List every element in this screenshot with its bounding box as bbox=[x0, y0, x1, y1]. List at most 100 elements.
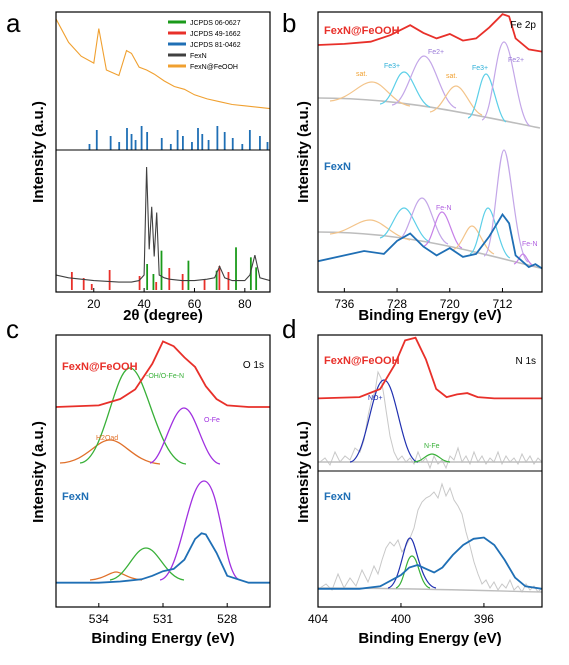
fit-ofe-bottom bbox=[159, 480, 241, 581]
region-label-b: Fe 2p bbox=[510, 20, 536, 31]
annotation-b-2: Fe2+ bbox=[428, 49, 444, 56]
fit-sat-bottom-2 bbox=[451, 225, 495, 255]
annotation-b-4: Fe3+ bbox=[472, 65, 488, 72]
x-tick-label-c-2: 528 bbox=[217, 612, 237, 626]
fit-sat-bottom-1 bbox=[329, 219, 411, 241]
x-axis-title-d: Binding Energy (eV) bbox=[358, 630, 501, 647]
plot-frame-a bbox=[55, 11, 271, 293]
xrd-curve-fexn-feooh bbox=[56, 18, 270, 110]
panel-letter-c: c bbox=[6, 314, 19, 344]
panel-a: a 20 40 60 80 2θ (degree) Intensity (a.u.) … bbox=[6, 8, 271, 324]
fit-h2o-top bbox=[59, 439, 161, 465]
legend-a: JCPDS 06-0627 JCPDS 49-1662 JCPDS 81-0462 F… bbox=[168, 20, 241, 71]
envelope-fexn-feooh-b bbox=[318, 13, 542, 53]
fit-fe2-top-2 bbox=[481, 41, 531, 127]
fit-fe3-bottom-2 bbox=[469, 207, 511, 259]
x-axis-title-c: Binding Energy (eV) bbox=[91, 630, 234, 647]
fit-no-bottom bbox=[387, 537, 437, 589]
raw-spectrum-bottom bbox=[319, 482, 542, 593]
fit-fe2-bottom-1 bbox=[397, 197, 449, 245]
fit-ofe-top bbox=[149, 407, 221, 465]
x-tick-label-a-3: 80 bbox=[238, 297, 252, 311]
fit-fen-bottom-1 bbox=[423, 211, 463, 249]
sample-label-c-bottom: FexN bbox=[62, 491, 89, 503]
fit-sat-top-2 bbox=[429, 85, 483, 116]
x-ticks-a: 20 40 60 80 bbox=[87, 288, 252, 311]
annotation-c-1: -OH/O-Fe-N bbox=[146, 373, 184, 380]
fit-fen-bottom-2 bbox=[513, 253, 535, 267]
y-axis-title-b: Intensity (a.u.) bbox=[295, 101, 312, 203]
x-tick-label-b-3: 712 bbox=[492, 297, 512, 311]
panel-letter-d: d bbox=[282, 314, 296, 344]
panel-b: b bbox=[282, 8, 543, 324]
envelope-fexn-c bbox=[56, 532, 270, 584]
o1s-fits-top bbox=[59, 367, 221, 465]
fit-nfe-top bbox=[413, 453, 451, 463]
y-axis-title-c: Intensity (a.u.) bbox=[30, 421, 47, 523]
region-label-d: N 1s bbox=[515, 356, 536, 367]
fit-no-top bbox=[349, 379, 419, 463]
annotation-b-3: sat. bbox=[446, 73, 457, 80]
x-tick-label-d-0: 404 bbox=[308, 612, 328, 626]
x-ticks-d: 404 400 396 bbox=[308, 603, 494, 626]
x-ticks-c: 534 531 528 bbox=[89, 603, 238, 626]
fit-fe2-bottom-2 bbox=[483, 149, 529, 263]
envelope-fexn-feooh-d bbox=[318, 336, 542, 400]
annotation-b-1: Fe3+ bbox=[384, 63, 400, 70]
envelope-fexn-b bbox=[318, 212, 542, 270]
x-tick-label-d-1: 400 bbox=[391, 612, 411, 626]
annotation-b-7: Fe-N bbox=[522, 241, 538, 248]
x-tick-label-c-0: 534 bbox=[89, 612, 109, 626]
legend-label-3: FexN bbox=[190, 53, 207, 60]
fit-h2o-bottom bbox=[89, 571, 143, 581]
annotation-b-5: Fe2+ bbox=[508, 57, 524, 64]
sample-label-b-top: FexN@FeOOH bbox=[324, 25, 400, 37]
annotation-c-2: O-Fe bbox=[204, 417, 220, 424]
fit-sat-top-1 bbox=[329, 81, 411, 107]
sample-label-d-bottom: FexN bbox=[324, 491, 351, 503]
y-axis-title-d: Intensity (a.u.) bbox=[295, 421, 312, 523]
sample-label-b-bottom: FexN bbox=[324, 161, 351, 173]
fe2p-fits-top bbox=[318, 41, 541, 129]
plot-frame-b bbox=[317, 11, 543, 293]
envelope-fexn-d bbox=[318, 536, 542, 590]
legend-label-1: JCPDS 49-1662 bbox=[190, 31, 241, 38]
x-ticks-b: 736 728 720 712 bbox=[334, 288, 513, 311]
fit-bg-top bbox=[318, 97, 541, 129]
x-tick-label-a-1: 40 bbox=[137, 297, 151, 311]
fit-fe3-bottom-1 bbox=[379, 207, 431, 243]
y-axis-title-a: Intensity (a.u.) bbox=[30, 101, 47, 203]
xrd-curve-fexn bbox=[56, 166, 270, 283]
panel-letter-b: b bbox=[282, 8, 296, 38]
legend-label-0: JCPDS 06-0627 bbox=[190, 20, 241, 27]
fit-ohofen-top bbox=[79, 367, 187, 465]
fit-fe3-top-1 bbox=[379, 71, 431, 108]
x-tick-label-d-2: 396 bbox=[474, 612, 494, 626]
sample-label-d-top: FexN@FeOOH bbox=[324, 355, 400, 367]
envelope-fexn-feooh-c bbox=[56, 340, 270, 408]
annotation-d-0: NO+ bbox=[368, 395, 383, 402]
reference-lines-a bbox=[70, 126, 269, 290]
x-tick-label-b-0: 736 bbox=[334, 297, 354, 311]
fit-fe3-top-2 bbox=[467, 73, 507, 123]
legend-label-4: FexN@FeOOH bbox=[190, 64, 238, 71]
annotation-d-1: N-Fe bbox=[424, 443, 440, 450]
x-tick-label-a-0: 20 bbox=[87, 297, 101, 311]
annotation-c-0: H2Oad bbox=[96, 435, 118, 442]
panel-c: c 534 531 528 Binding Energy (eV) Intensit… bbox=[6, 314, 271, 647]
x-tick-label-b-1: 728 bbox=[387, 297, 407, 311]
panel-d: d 404 400 396 Binding Energy (eV) Intensit… bbox=[282, 314, 543, 647]
legend-label-2: JCPDS 81-0462 bbox=[190, 42, 241, 49]
fit-ohofen-bottom bbox=[109, 547, 185, 581]
o1s-fits-bottom bbox=[89, 480, 241, 581]
panel-letter-a: a bbox=[6, 8, 21, 38]
annotation-b-6: Fe-N bbox=[436, 205, 452, 212]
x-tick-label-c-1: 531 bbox=[153, 612, 173, 626]
annotation-b-0: sat. bbox=[356, 71, 367, 78]
x-axis-title-a: 2θ (degree) bbox=[123, 307, 203, 324]
fe2p-fits-bottom bbox=[318, 149, 541, 269]
x-tick-label-a-2: 60 bbox=[188, 297, 202, 311]
sample-label-c-top: FexN@FeOOH bbox=[62, 361, 138, 373]
region-label-c: O 1s bbox=[243, 360, 264, 371]
